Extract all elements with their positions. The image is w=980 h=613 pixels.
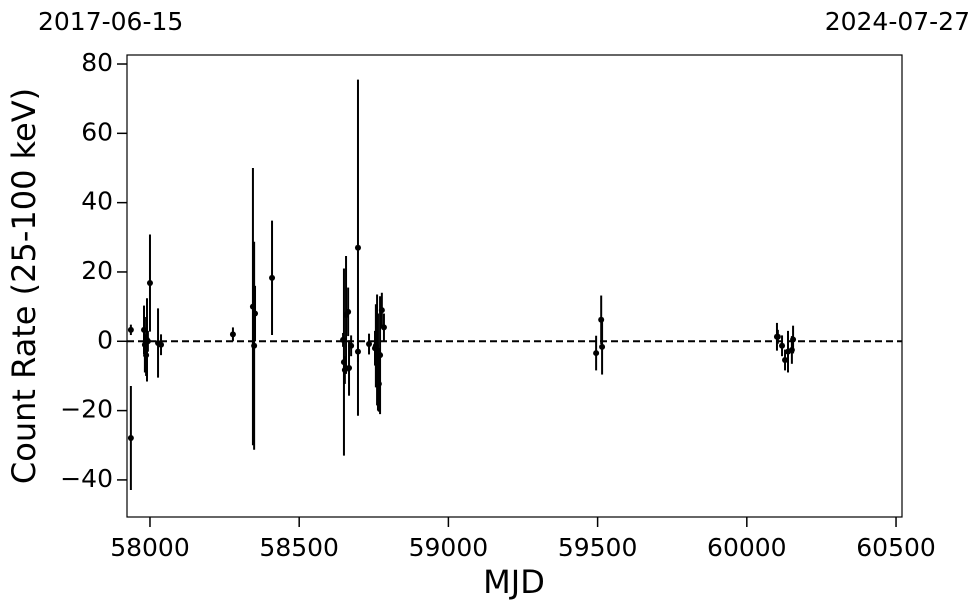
data-point xyxy=(774,333,781,340)
x-tick-label: 60000 xyxy=(707,533,787,562)
x-tick-label: 58500 xyxy=(259,533,339,562)
data-point xyxy=(366,341,373,348)
x-tick-label: 60500 xyxy=(856,533,936,562)
data-point xyxy=(348,342,355,349)
data-point xyxy=(790,336,797,343)
data-point xyxy=(782,356,789,363)
y-tick-label: −40 xyxy=(60,464,113,493)
data-point xyxy=(252,310,259,317)
data-point xyxy=(380,324,387,331)
data-point xyxy=(229,331,236,338)
x-tick-label: 58000 xyxy=(110,533,190,562)
data-point xyxy=(593,350,600,357)
end-date-label: 2024-07-27 xyxy=(825,7,970,36)
y-tick-label: 0 xyxy=(97,325,113,354)
data-point xyxy=(144,338,151,345)
y-tick-label: −20 xyxy=(60,395,113,424)
y-axis-label: Count Rate (25-100 keV) xyxy=(5,88,43,484)
y-tick-label: 20 xyxy=(81,256,113,285)
x-tick-label: 59500 xyxy=(558,533,638,562)
data-point xyxy=(599,343,606,350)
start-date-label: 2017-06-15 xyxy=(38,7,183,36)
y-tick-label: 80 xyxy=(81,48,113,77)
x-axis-label: MJD xyxy=(483,563,545,601)
data-point xyxy=(354,348,361,355)
y-tick-label: 60 xyxy=(81,117,113,146)
data-point xyxy=(779,342,786,349)
data-point xyxy=(378,307,385,314)
data-point xyxy=(158,341,165,348)
data-point xyxy=(251,342,258,349)
data-point xyxy=(146,280,153,287)
data-point xyxy=(269,274,276,281)
data-point xyxy=(346,364,353,371)
y-tick-label: 40 xyxy=(81,187,113,216)
data-point xyxy=(127,434,134,441)
data-point xyxy=(377,352,384,359)
data-point xyxy=(345,308,352,315)
plot-frame xyxy=(126,54,903,518)
x-tick-label: 59000 xyxy=(409,533,489,562)
data-point xyxy=(354,244,361,251)
data-point xyxy=(127,326,134,333)
